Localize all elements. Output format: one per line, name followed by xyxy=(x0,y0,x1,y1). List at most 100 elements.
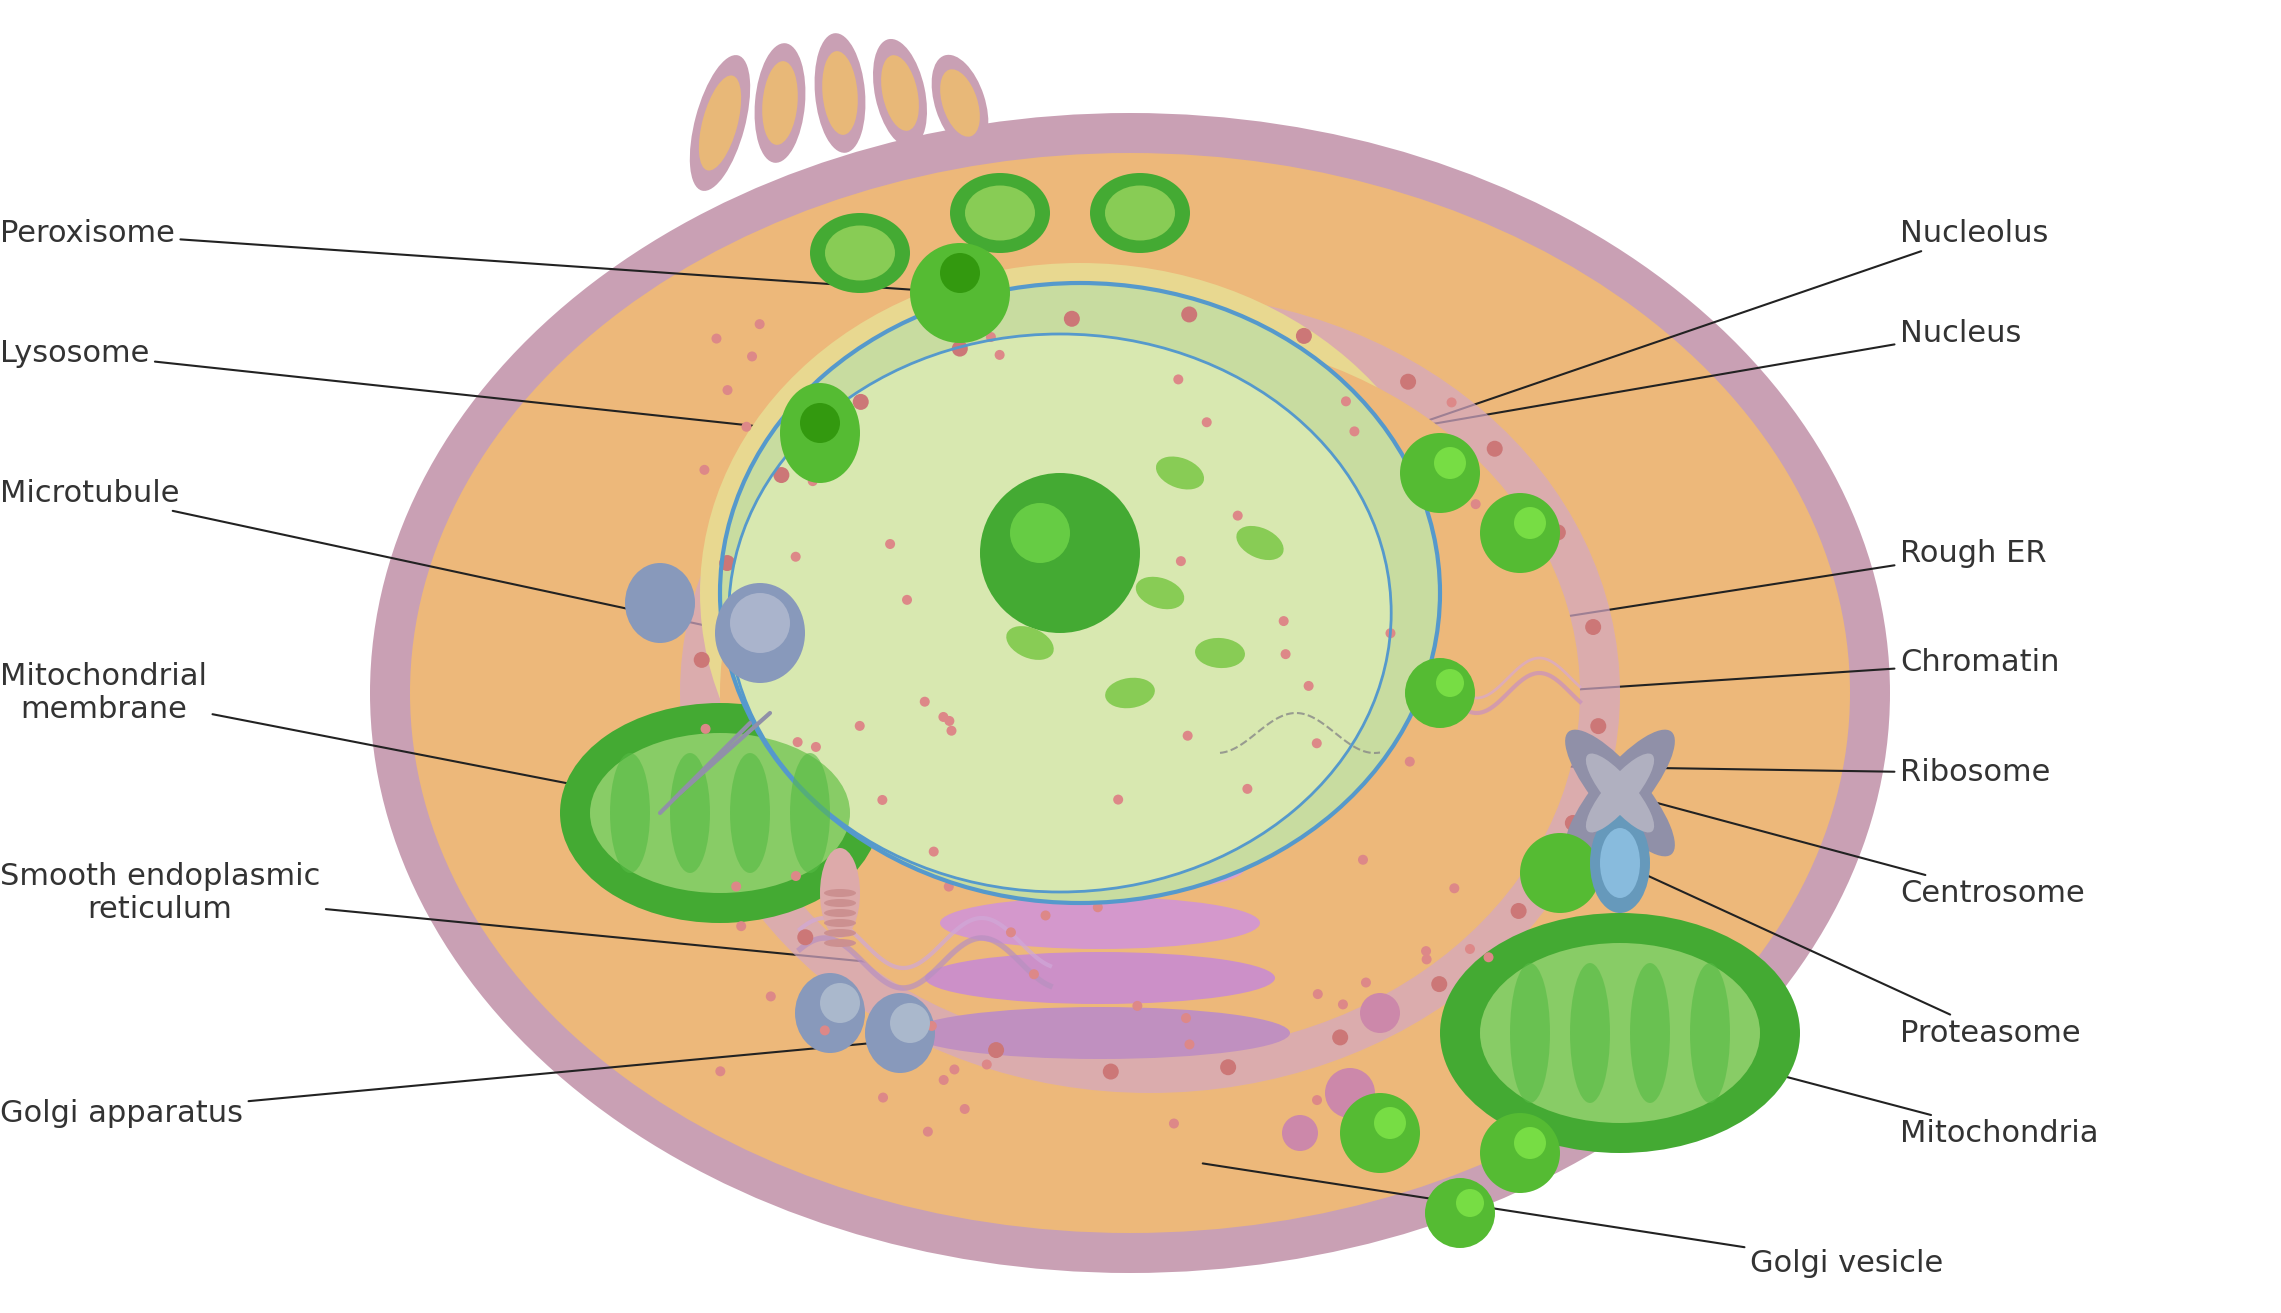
Ellipse shape xyxy=(1590,813,1649,913)
Circle shape xyxy=(853,394,869,410)
Ellipse shape xyxy=(1599,829,1640,898)
Circle shape xyxy=(1093,902,1102,913)
Circle shape xyxy=(1111,561,1120,570)
Circle shape xyxy=(885,540,894,549)
Ellipse shape xyxy=(698,75,741,171)
Circle shape xyxy=(1131,1001,1143,1011)
Ellipse shape xyxy=(714,583,805,683)
Circle shape xyxy=(1439,471,1448,481)
Circle shape xyxy=(773,467,789,483)
Circle shape xyxy=(1182,731,1193,741)
Ellipse shape xyxy=(969,786,1229,839)
Ellipse shape xyxy=(755,43,805,163)
Circle shape xyxy=(1464,944,1476,955)
Ellipse shape xyxy=(890,1003,931,1043)
Circle shape xyxy=(698,751,714,767)
Text: Rough ER: Rough ER xyxy=(1462,538,2046,633)
Circle shape xyxy=(1280,616,1289,626)
Ellipse shape xyxy=(823,939,855,947)
Circle shape xyxy=(1296,328,1312,344)
Circle shape xyxy=(1102,1064,1118,1079)
Circle shape xyxy=(1515,507,1547,540)
Circle shape xyxy=(960,1104,969,1113)
Circle shape xyxy=(1006,927,1015,937)
Circle shape xyxy=(1401,433,1480,513)
Circle shape xyxy=(1410,700,1419,709)
Circle shape xyxy=(766,991,776,1002)
Circle shape xyxy=(1405,658,1476,727)
Circle shape xyxy=(1487,441,1503,457)
Circle shape xyxy=(1455,1190,1485,1217)
Ellipse shape xyxy=(780,383,860,483)
Circle shape xyxy=(878,794,887,805)
Circle shape xyxy=(1243,784,1252,794)
Ellipse shape xyxy=(762,62,798,144)
Circle shape xyxy=(1325,1067,1375,1117)
Circle shape xyxy=(716,1066,725,1077)
Circle shape xyxy=(1515,1127,1547,1159)
Ellipse shape xyxy=(721,334,1581,1053)
Circle shape xyxy=(1314,989,1323,999)
Circle shape xyxy=(1519,832,1599,913)
Ellipse shape xyxy=(1510,962,1551,1103)
Circle shape xyxy=(878,1092,887,1103)
Circle shape xyxy=(693,651,709,668)
Circle shape xyxy=(937,712,949,722)
Circle shape xyxy=(1172,374,1184,385)
Ellipse shape xyxy=(700,263,1460,923)
Circle shape xyxy=(1480,492,1560,572)
Ellipse shape xyxy=(1136,578,1184,609)
Text: Nucleus: Nucleus xyxy=(1382,319,2021,432)
Circle shape xyxy=(734,846,750,861)
Ellipse shape xyxy=(689,55,750,190)
Ellipse shape xyxy=(1585,754,1654,832)
Circle shape xyxy=(798,930,814,945)
Ellipse shape xyxy=(1565,730,1674,856)
Circle shape xyxy=(1061,491,1070,500)
Circle shape xyxy=(748,352,757,361)
Ellipse shape xyxy=(969,293,1070,373)
Circle shape xyxy=(924,1127,933,1137)
Circle shape xyxy=(919,697,931,706)
Ellipse shape xyxy=(965,185,1036,240)
Circle shape xyxy=(1024,516,1033,525)
Circle shape xyxy=(1421,955,1432,964)
Ellipse shape xyxy=(956,842,1245,894)
Ellipse shape xyxy=(730,334,1391,892)
Ellipse shape xyxy=(1569,962,1610,1103)
Circle shape xyxy=(1312,738,1321,748)
Circle shape xyxy=(1448,884,1460,893)
Circle shape xyxy=(1029,969,1038,979)
Circle shape xyxy=(1182,1014,1191,1023)
Circle shape xyxy=(1401,374,1417,390)
Circle shape xyxy=(1590,718,1606,734)
Circle shape xyxy=(755,319,764,330)
Circle shape xyxy=(1113,794,1122,805)
Ellipse shape xyxy=(949,173,1049,253)
Ellipse shape xyxy=(826,226,894,281)
Text: Lysosome: Lysosome xyxy=(0,339,817,433)
Circle shape xyxy=(940,253,981,293)
Circle shape xyxy=(1063,311,1079,327)
Ellipse shape xyxy=(1010,503,1070,563)
Text: Proteasome: Proteasome xyxy=(1622,864,2080,1048)
Ellipse shape xyxy=(940,897,1259,949)
Ellipse shape xyxy=(680,293,1620,1092)
Text: Golgi apparatus: Golgi apparatus xyxy=(0,1033,976,1128)
Circle shape xyxy=(719,555,734,571)
Circle shape xyxy=(1168,1119,1179,1128)
Circle shape xyxy=(910,243,1010,343)
Circle shape xyxy=(981,1060,992,1070)
Circle shape xyxy=(1373,1107,1405,1138)
Circle shape xyxy=(1471,499,1480,509)
Circle shape xyxy=(1435,446,1467,479)
Circle shape xyxy=(940,1075,949,1085)
Ellipse shape xyxy=(591,733,851,893)
Ellipse shape xyxy=(625,563,696,643)
Ellipse shape xyxy=(1565,730,1674,856)
Circle shape xyxy=(1341,397,1350,406)
Ellipse shape xyxy=(609,752,650,873)
Ellipse shape xyxy=(1439,913,1800,1153)
Circle shape xyxy=(1483,952,1494,962)
Circle shape xyxy=(792,551,801,562)
